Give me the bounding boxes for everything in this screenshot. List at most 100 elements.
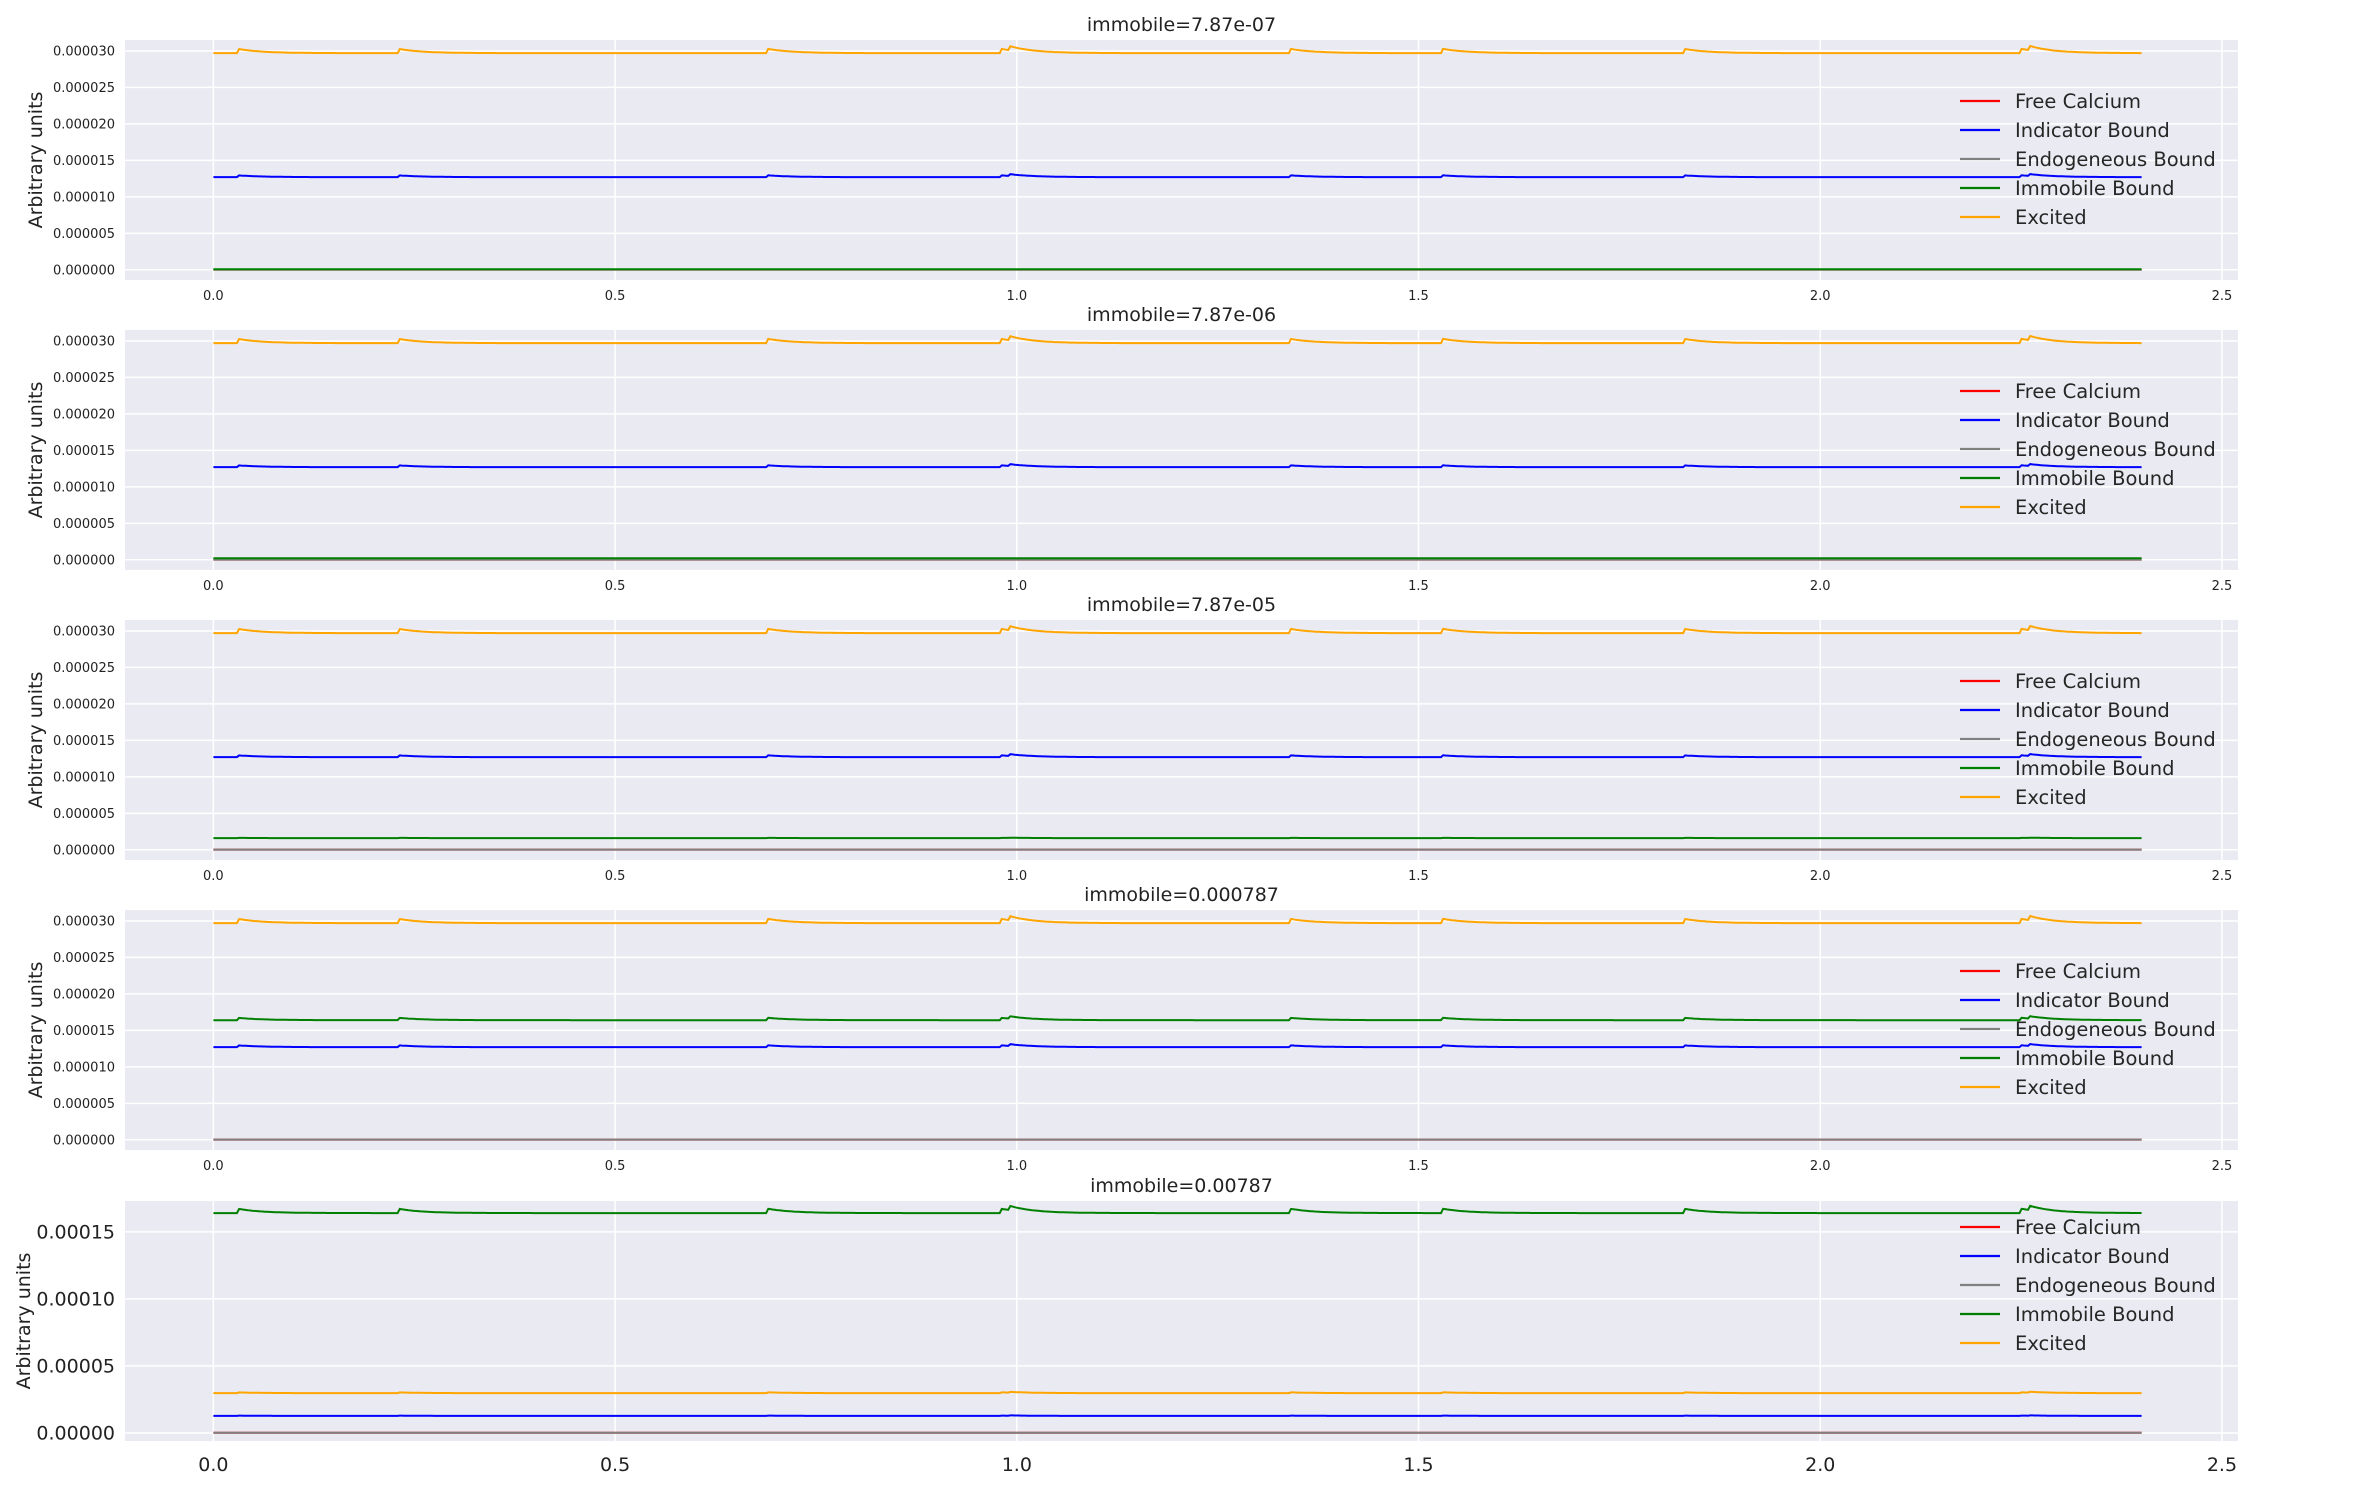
y-tick-label: 0.00010	[36, 1289, 115, 1311]
x-tick-label: 0.5	[600, 1454, 630, 1476]
y-tick-label: 0.000030	[53, 624, 115, 639]
legend-label: Endogeneous Bound	[2015, 1018, 2216, 1041]
chart-title: immobile=7.87e-07	[1087, 14, 1276, 36]
y-axis-label: Arbitrary units	[25, 92, 47, 229]
chart-title: immobile=0.000787	[1084, 884, 1279, 906]
legend-label: Excited	[2015, 496, 2087, 519]
x-tick-label: 1.0	[1006, 579, 1027, 594]
x-tick-label: 0.0	[203, 1159, 224, 1174]
y-tick-label: 0.000000	[53, 553, 115, 568]
y-tick-label: 0.000020	[53, 117, 115, 132]
x-tick-label: 2.5	[2212, 869, 2233, 884]
plot-area	[125, 1201, 2238, 1441]
x-tick-label: 0.5	[605, 579, 626, 594]
legend-label: Endogeneous Bound	[2015, 1274, 2216, 1297]
y-tick-label: 0.000015	[53, 444, 115, 459]
y-tick-label: 0.000025	[53, 371, 115, 386]
x-tick-label: 0.5	[605, 1159, 626, 1174]
y-tick-label: 0.000025	[53, 661, 115, 676]
y-tick-label: 0.000010	[53, 480, 115, 495]
y-tick-label: 0.000015	[53, 154, 115, 169]
legend-label: Immobile Bound	[2015, 757, 2175, 780]
y-tick-label: 0.00000	[36, 1423, 115, 1445]
y-tick-label: 0.000000	[53, 1133, 115, 1148]
legend-label: Free Calcium	[2015, 670, 2141, 693]
legend-label: Free Calcium	[2015, 380, 2141, 403]
y-axis-label: Arbitrary units	[13, 1253, 35, 1390]
y-axis-label: Arbitrary units	[25, 962, 47, 1099]
legend-label: Excited	[2015, 1076, 2087, 1099]
y-tick-label: 0.000025	[53, 81, 115, 96]
legend-label: Indicator Bound	[2015, 989, 2170, 1012]
y-tick-label: 0.000030	[53, 914, 115, 929]
y-tick-label: 0.000010	[53, 770, 115, 785]
legend-label: Indicator Bound	[2015, 119, 2170, 142]
chart-panel-3: 0.0 0.5 1.0 1.5 2.0 2.5 0.000000 0.000005 0.0000…	[25, 594, 2238, 884]
y-tick-label: 0.000030	[53, 44, 115, 59]
x-tick-label: 1.0	[1006, 1159, 1027, 1174]
x-tick-label: 1.5	[1408, 579, 1429, 594]
y-tick-label: 0.000030	[53, 334, 115, 349]
legend-label: Excited	[2015, 786, 2087, 809]
x-tick-label: 0.5	[605, 869, 626, 884]
x-tick-label: 0.5	[605, 289, 626, 304]
legend-label: Excited	[2015, 206, 2087, 229]
legend-label: Immobile Bound	[2015, 1303, 2175, 1326]
y-tick-label: 0.000025	[53, 951, 115, 966]
y-tick-label: 0.000005	[53, 227, 115, 242]
legend-label: Immobile Bound	[2015, 1047, 2175, 1070]
legend-label: Indicator Bound	[2015, 699, 2170, 722]
x-tick-label: 1.5	[1408, 1159, 1429, 1174]
y-tick-label: 0.000010	[53, 190, 115, 205]
y-tick-label: 0.00015	[36, 1221, 115, 1243]
chart-title: immobile=0.00787	[1090, 1175, 1273, 1197]
y-tick-label: 0.000015	[53, 734, 115, 749]
chart-title: immobile=7.87e-05	[1087, 594, 1276, 616]
x-tick-label: 0.0	[203, 579, 224, 594]
x-tick-label: 2.0	[1810, 1159, 1831, 1174]
series-line-indicator-bound	[213, 1415, 2141, 1416]
x-tick-label: 0.0	[203, 289, 224, 304]
y-tick-label: 0.000020	[53, 987, 115, 1002]
x-tick-label: 2.0	[1810, 869, 1831, 884]
y-tick-label: 0.000000	[53, 843, 115, 858]
x-tick-label: 0.0	[203, 869, 224, 884]
chart-panel-4: 0.0 0.5 1.0 1.5 2.0 2.5 0.000000 0.000005 0.0000…	[25, 884, 2238, 1174]
x-tick-label: 1.5	[1403, 1454, 1433, 1476]
legend-label: Endogeneous Bound	[2015, 148, 2216, 171]
legend-label: Endogeneous Bound	[2015, 728, 2216, 751]
legend-label: Indicator Bound	[2015, 1245, 2170, 1268]
x-tick-label: 2.0	[1805, 1454, 1835, 1476]
y-tick-label: 0.000000	[53, 263, 115, 278]
legend-label: Excited	[2015, 1332, 2087, 1355]
chart-title: immobile=7.87e-06	[1087, 304, 1276, 326]
x-tick-label: 0.0	[198, 1454, 228, 1476]
legend-label: Free Calcium	[2015, 960, 2141, 983]
y-axis-label: Arbitrary units	[25, 382, 47, 519]
x-tick-label: 1.0	[1006, 869, 1027, 884]
x-tick-label: 2.5	[2207, 1454, 2237, 1476]
x-tick-label: 2.0	[1810, 289, 1831, 304]
y-tick-label: 0.000005	[53, 1097, 115, 1112]
x-tick-label: 1.5	[1408, 869, 1429, 884]
x-tick-label: 2.5	[2212, 579, 2233, 594]
y-tick-label: 0.000020	[53, 697, 115, 712]
y-tick-label: 0.000020	[53, 407, 115, 422]
y-axis-label: Arbitrary units	[25, 672, 47, 809]
x-tick-label: 1.0	[1006, 289, 1027, 304]
legend-label: Endogeneous Bound	[2015, 438, 2216, 461]
legend-label: Free Calcium	[2015, 1216, 2141, 1239]
y-tick-label: 0.000005	[53, 807, 115, 822]
legend-label: Immobile Bound	[2015, 467, 2175, 490]
y-tick-label: 0.000005	[53, 517, 115, 532]
y-tick-label: 0.00005	[36, 1356, 115, 1378]
x-tick-label: 2.5	[2212, 1159, 2233, 1174]
x-tick-label: 1.5	[1408, 289, 1429, 304]
legend-label: Indicator Bound	[2015, 409, 2170, 432]
legend-label: Free Calcium	[2015, 90, 2141, 113]
